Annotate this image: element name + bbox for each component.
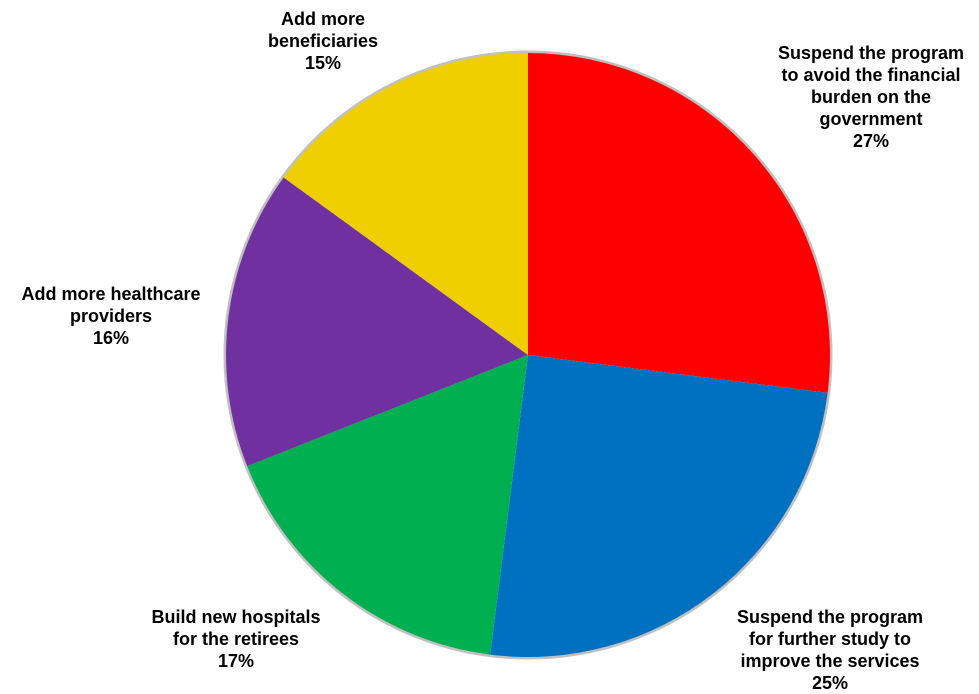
pie-border bbox=[223, 50, 833, 660]
pie-slice-4 bbox=[226, 177, 528, 467]
pie-slices bbox=[226, 53, 831, 658]
pie-slice-category-label: Build new hospitals bbox=[151, 607, 321, 627]
pie-slice-category-label: improve the services bbox=[740, 651, 920, 671]
pie-slice-category-label: Add more bbox=[281, 9, 366, 29]
pie-slice-value-label: 27% bbox=[853, 131, 890, 151]
pie-slice-label-4: Add more healthcare providers 16% bbox=[22, 283, 201, 349]
pie-slice-value-label: 16% bbox=[93, 328, 130, 348]
pie-slice-5 bbox=[283, 53, 528, 355]
pie-slice-category-label: beneficiaries bbox=[268, 31, 379, 51]
pie-slice-label-1: Suspend the program to avoid the financia… bbox=[778, 42, 964, 152]
pie-slice-1 bbox=[528, 53, 831, 393]
pie-slice-2 bbox=[490, 355, 828, 658]
pie-slice-category-label: Suspend the program bbox=[737, 607, 924, 627]
pie-slice-category-label: for further study to bbox=[749, 629, 912, 649]
pie-slice-category-label: Suspend the program bbox=[778, 43, 965, 63]
pie-slice-category-label: for the retirees bbox=[172, 629, 300, 649]
pie-slice-value-label: 17% bbox=[217, 651, 255, 671]
pie-slice-category-label: government bbox=[819, 109, 923, 129]
pie-slice-value-label: 15% bbox=[305, 53, 342, 73]
pie-slice-category-label: providers bbox=[70, 306, 153, 326]
pie-slice-3 bbox=[247, 355, 528, 655]
pie-slice-label-5: Add more beneficiaries 15% bbox=[268, 8, 378, 74]
pie-slice-label-3: Build new hospitals for the retirees 17% bbox=[152, 606, 321, 672]
pie-slice-category-label: to avoid the financial bbox=[781, 65, 961, 85]
pie-slice-category-label: burden on the bbox=[811, 87, 932, 107]
pie-slice-label-2: Suspend the program for further study to i… bbox=[737, 606, 923, 694]
pie-slice-value-label: 25% bbox=[812, 673, 849, 693]
pie-slice-category-label: Add more healthcare bbox=[21, 284, 201, 304]
